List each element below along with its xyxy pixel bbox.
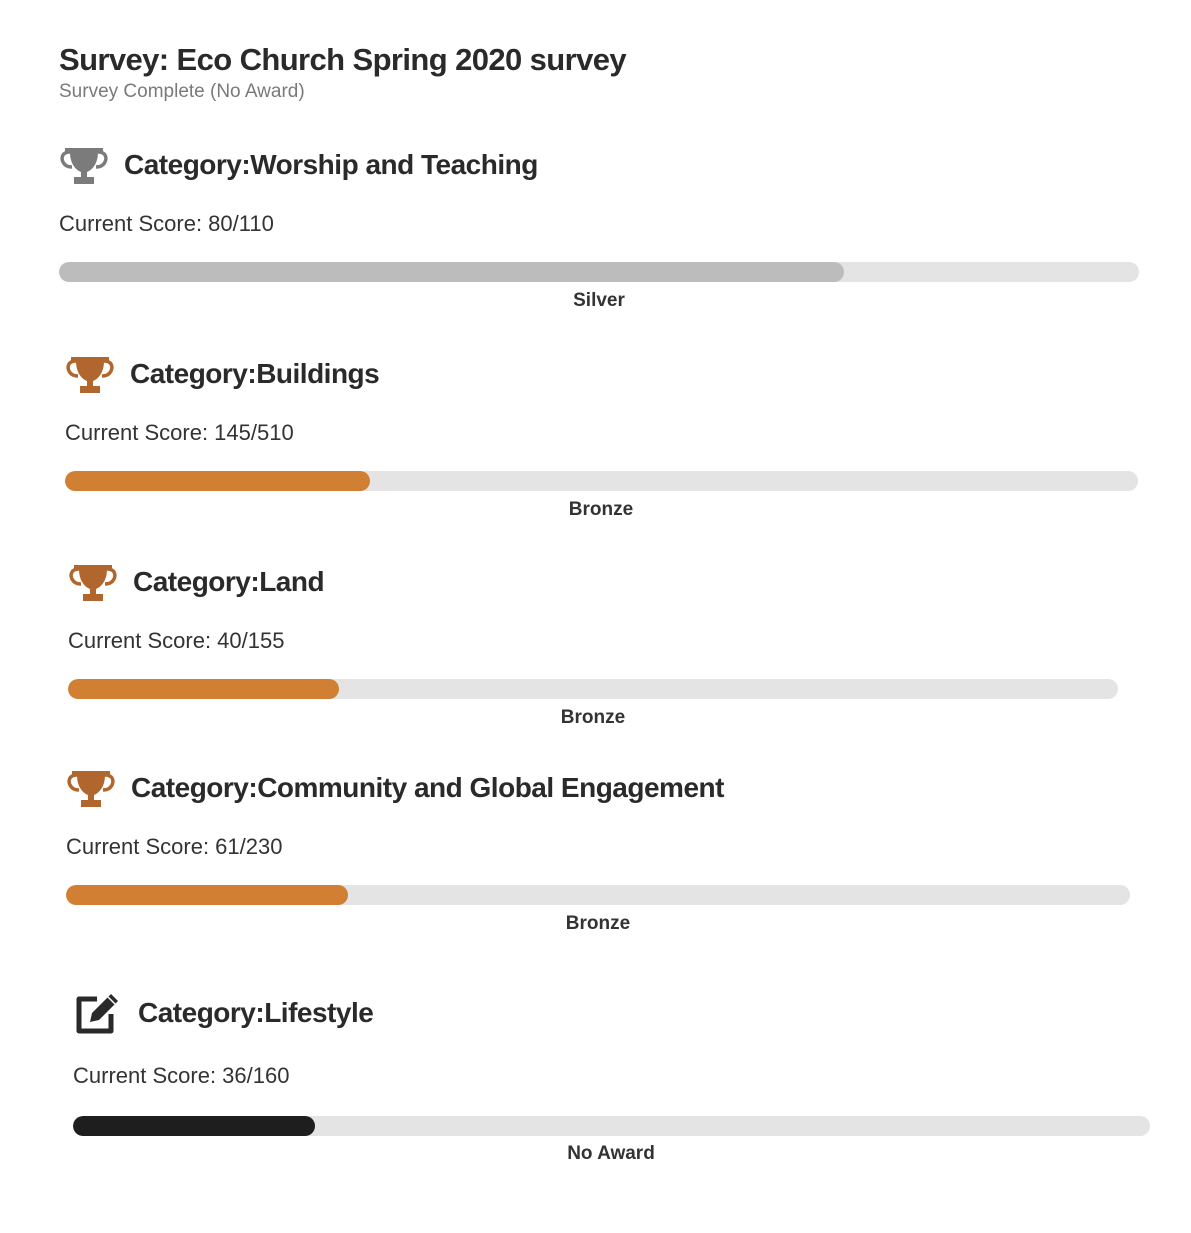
award-label: No Award xyxy=(567,1143,655,1164)
score-progress-fill xyxy=(59,262,845,282)
category-title: Category:Worship and Teaching xyxy=(124,149,538,180)
score-progress-bar xyxy=(59,262,1139,282)
score-progress-bar xyxy=(73,1116,1150,1136)
category-community-and-global-engagement: Category:Community and Global Engagement… xyxy=(66,765,1130,934)
survey-header: Survey: Eco Church Spring 2020 survey Su… xyxy=(59,40,627,104)
award-label: Bronze xyxy=(565,913,631,934)
score-progress-bar xyxy=(66,885,1130,905)
score-progress-fill xyxy=(65,471,370,491)
edit-icon xyxy=(73,990,123,1036)
current-score: Current Score: 36/160 xyxy=(73,1063,290,1088)
category-header: Category:Community and Global Engagement xyxy=(66,765,1130,811)
category-header: Category:Buildings xyxy=(65,351,1138,397)
award-label: Bronze xyxy=(560,707,626,728)
category-header: Category:Worship and Teaching xyxy=(59,142,1139,188)
category-buildings: Category:Buildings Current Score: 145/51… xyxy=(65,351,1138,520)
category-header: Category:Lifestyle xyxy=(73,990,1150,1036)
category-worship-and-teaching: Category:Worship and Teaching Current Sc… xyxy=(59,142,1139,311)
survey-title: Survey: Eco Church Spring 2020 survey xyxy=(59,42,627,77)
award-label: Silver xyxy=(573,290,625,311)
trophy-icon xyxy=(59,142,109,188)
current-score: Current Score: 40/155 xyxy=(68,628,285,653)
current-score: Current Score: 61/230 xyxy=(66,834,283,859)
score-progress-bar xyxy=(68,679,1118,699)
trophy-icon xyxy=(65,351,115,397)
category-header: Category:Land xyxy=(68,559,1118,605)
current-score: Current Score: 145/510 xyxy=(65,420,294,445)
category-title: Category:Lifestyle xyxy=(138,997,374,1028)
trophy-icon xyxy=(68,559,118,605)
category-title: Category:Buildings xyxy=(130,358,380,389)
score-progress-fill xyxy=(66,885,348,905)
award-label: Bronze xyxy=(568,499,634,520)
current-score: Current Score: 80/110 xyxy=(59,211,274,236)
category-land: Category:Land Current Score: 40/155 Bron… xyxy=(68,559,1118,728)
category-lifestyle: Category:Lifestyle Current Score: 36/160… xyxy=(73,990,1150,1164)
category-title: Category:Land xyxy=(133,566,325,597)
score-progress-fill xyxy=(73,1116,316,1136)
survey-status: Survey Complete (No Award) xyxy=(59,81,305,102)
trophy-icon xyxy=(66,765,116,811)
score-progress-fill xyxy=(68,679,339,699)
score-progress-bar xyxy=(65,471,1138,491)
category-title: Category:Community and Global Engagement xyxy=(131,772,724,803)
